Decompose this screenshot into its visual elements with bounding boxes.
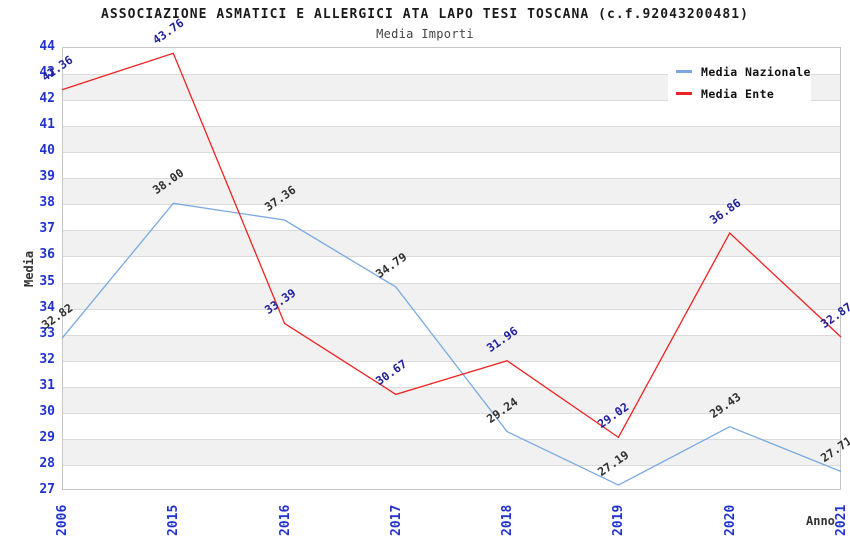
- y-tick-label: 34: [39, 299, 55, 315]
- gridline: [63, 464, 840, 466]
- chart-title: ASSOCIAZIONE ASMATICI E ALLERGICI ATA LA…: [101, 7, 749, 22]
- x-tick-label: 2019: [611, 504, 627, 536]
- y-tick-label: 38: [39, 195, 55, 211]
- x-tick-label: 2006: [55, 504, 70, 536]
- y-tick-label: 36: [39, 247, 55, 263]
- y-tick-label: 42: [39, 91, 55, 107]
- y-tick-label: 30: [39, 403, 55, 419]
- grid-band: [63, 178, 840, 205]
- grid-band: [63, 230, 840, 257]
- gridline: [63, 256, 840, 258]
- y-tick-label: 29: [39, 429, 55, 445]
- gridline: [63, 152, 840, 154]
- gridline: [63, 334, 840, 336]
- grid-band: [63, 126, 840, 153]
- grid-band: [63, 334, 840, 361]
- y-tick-label: 43: [39, 65, 55, 81]
- y-tick-label: 33: [39, 325, 55, 341]
- y-tick-label: 32: [39, 351, 55, 367]
- y-tick-label: 31: [39, 377, 55, 393]
- chart-subtitle: Media Importi: [376, 27, 474, 41]
- x-tick-label: 2018: [500, 504, 516, 536]
- grid-band: [63, 438, 840, 465]
- y-tick-label: 40: [39, 143, 55, 159]
- y-tick-label: 27: [39, 482, 55, 497]
- gridline: [63, 438, 840, 440]
- plot-area: [62, 47, 841, 490]
- gridline: [63, 308, 840, 310]
- y-tick-label: 41: [39, 117, 55, 133]
- x-tick-label: 2017: [388, 504, 404, 536]
- legend: Media Nazionale Media Ente: [668, 56, 811, 104]
- gridline: [63, 360, 840, 362]
- legend-swatch-media-nazionale: [676, 70, 692, 73]
- x-axis-title: Anno: [806, 514, 835, 528]
- legend-label: Media Ente: [701, 86, 775, 101]
- gridline: [63, 230, 840, 232]
- y-tick-label: 44: [39, 39, 55, 54]
- grid-band: [63, 282, 840, 309]
- gridline: [63, 282, 840, 284]
- gridline: [63, 126, 840, 128]
- y-tick-label: 35: [39, 273, 55, 289]
- y-axis-title: Media: [22, 250, 36, 287]
- legend-swatch-media-ente: [676, 92, 692, 95]
- x-tick-label: 2021: [834, 504, 849, 536]
- x-tick-label: 2020: [722, 504, 738, 536]
- gridline: [63, 386, 840, 388]
- y-tick-label: 28: [39, 455, 55, 471]
- legend-label: Media Nazionale: [701, 64, 811, 79]
- x-tick-label: 2016: [277, 504, 293, 536]
- x-tick-label: 2015: [166, 504, 182, 536]
- y-tick-label: 37: [39, 221, 55, 237]
- legend-entry: Media Ente: [676, 85, 811, 102]
- legend-entry: Media Nazionale: [676, 63, 811, 80]
- y-tick-label: 39: [39, 169, 55, 185]
